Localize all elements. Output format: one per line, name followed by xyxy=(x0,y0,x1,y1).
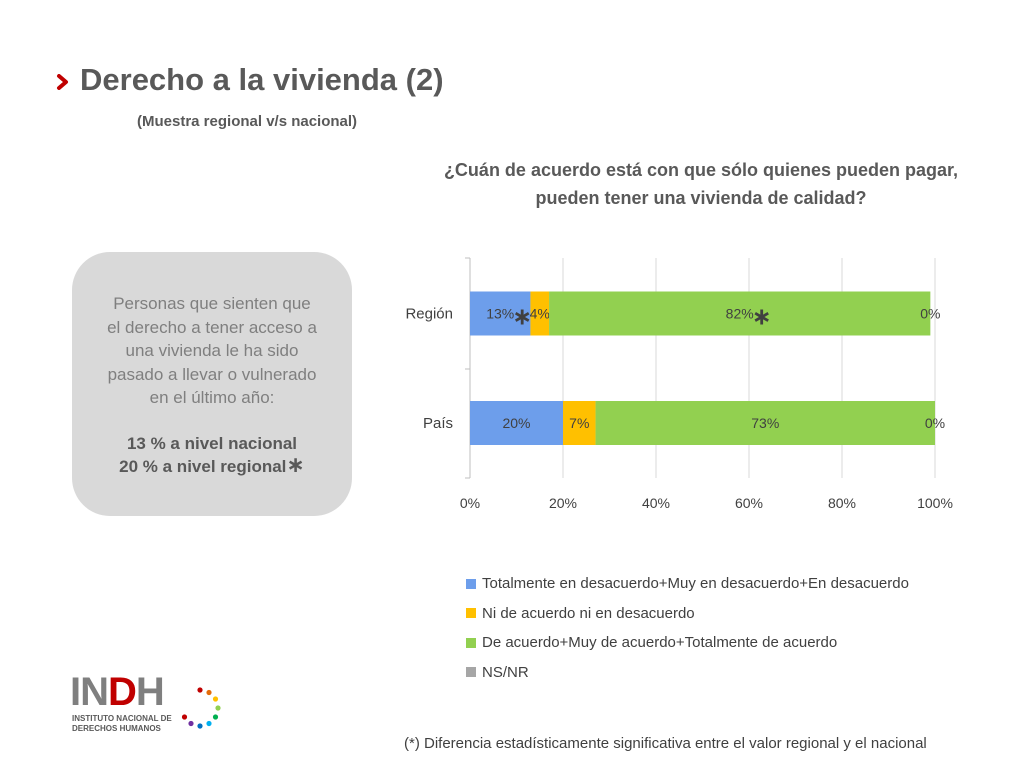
page-subtitle: (Muestra regional v/s nacional) xyxy=(137,113,358,130)
significance-mark: ∗ xyxy=(752,303,772,331)
bar-segment xyxy=(470,401,563,445)
category-label: Región xyxy=(405,306,453,323)
logo-dots-icon xyxy=(181,687,221,729)
significance-mark: ∗ xyxy=(512,303,532,331)
data-label: 20% xyxy=(502,415,530,431)
data-label: 13% xyxy=(486,306,514,322)
data-label: 0% xyxy=(920,306,940,322)
bar-segment xyxy=(470,291,531,336)
legend-label: Ni de acuerdo ni en desacuerdo xyxy=(482,604,695,622)
callout-regional-row: 20 % a nivel regional∗ xyxy=(90,452,334,479)
chevron-right-icon xyxy=(57,74,68,90)
bar-segment xyxy=(549,291,931,336)
legend-swatch xyxy=(466,608,476,619)
legend-label: De acuerdo+Muy de acuerdo+Totalmente de … xyxy=(482,634,838,652)
callout-line-1: Personas que sienten que xyxy=(113,294,311,313)
significance-asterisk: ∗ xyxy=(286,452,305,477)
x-tick-label: 0% xyxy=(460,495,480,511)
callout-line-4: pasado a llevar o vulnerado xyxy=(107,364,317,384)
legend-swatch xyxy=(466,637,476,648)
callout-line-3: una vivienda le ha sido xyxy=(125,341,299,360)
data-label: 73% xyxy=(751,415,779,431)
x-tick-label: 40% xyxy=(642,495,670,511)
callout-line-5: en el último año: xyxy=(149,388,275,407)
x-tick-label: 20% xyxy=(549,495,577,511)
stacked-bar-chart: 0%20%40%60%80%100%RegiónPaís13%∗4%∗82%∗0… xyxy=(405,257,953,511)
chart-question: ¿Cuán de acuerdo está con que sólo quien… xyxy=(400,156,1002,212)
data-label: 0% xyxy=(925,415,945,431)
indh-logo: INDH INSTITUTO NACIONAL DE DERECHOS HUMA… xyxy=(70,672,230,736)
bar-segment xyxy=(595,401,935,445)
question-line-2: pueden tener una vivienda de calidad? xyxy=(535,188,867,208)
logo-letters: INDH xyxy=(70,670,165,714)
callout-national: 13 % a nivel nacional xyxy=(126,433,298,453)
callout-regional: 20 % a nivel regional xyxy=(119,457,287,476)
category-label: País xyxy=(423,415,453,432)
callout-box: Personas que sienten que el derecho a te… xyxy=(72,252,352,516)
data-label: 7% xyxy=(569,415,589,431)
legend-item: Ni de acuerdo ni en desacuerdo xyxy=(466,599,909,629)
chart-legend: Totalmente en desacuerdo+Muy en desacuer… xyxy=(466,569,909,687)
legend-label: NS/NR xyxy=(482,663,529,681)
legend-item: Totalmente en desacuerdo+Muy en desacuer… xyxy=(466,569,909,599)
legend-swatch xyxy=(466,578,476,589)
legend-item: De acuerdo+Muy de acuerdo+Totalmente de … xyxy=(466,628,909,658)
footnote: (*) Diferencia estadísticamente signific… xyxy=(404,735,927,752)
legend-swatch xyxy=(466,667,476,678)
bar-segment xyxy=(563,401,596,445)
bar-segment xyxy=(530,291,550,336)
data-label: 4% xyxy=(530,306,550,322)
page-title: Derecho a la vivienda (2) xyxy=(80,62,444,97)
x-tick-label: 60% xyxy=(735,495,763,511)
x-tick-label: 100% xyxy=(917,495,953,511)
callout-line-2: el derecho a tener acceso a xyxy=(107,317,317,337)
question-line-1: ¿Cuán de acuerdo está con que sólo quien… xyxy=(443,160,959,180)
x-tick-label: 80% xyxy=(828,495,856,511)
data-label: 82% xyxy=(726,306,754,322)
logo-subtitle: INSTITUTO NACIONAL DE DERECHOS HUMANOS xyxy=(72,714,172,733)
legend-item: NS/NR xyxy=(466,658,909,688)
legend-label: Totalmente en desacuerdo+Muy en desacuer… xyxy=(482,575,909,593)
